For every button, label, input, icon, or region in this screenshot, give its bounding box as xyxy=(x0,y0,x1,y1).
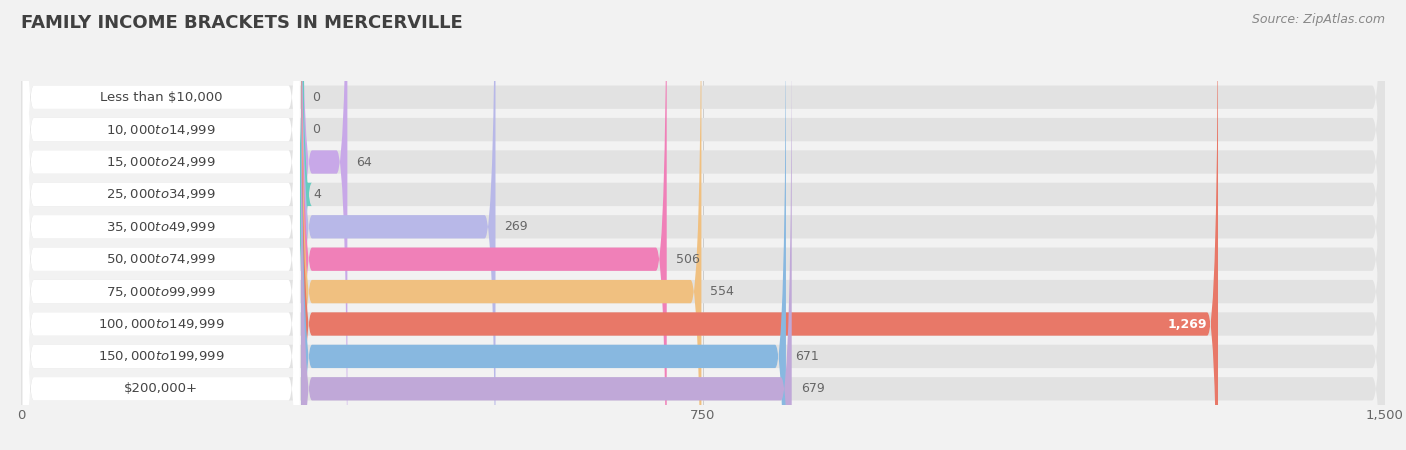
FancyBboxPatch shape xyxy=(292,0,312,450)
Text: $75,000 to $99,999: $75,000 to $99,999 xyxy=(107,284,217,299)
Text: Source: ZipAtlas.com: Source: ZipAtlas.com xyxy=(1251,14,1385,27)
FancyBboxPatch shape xyxy=(21,0,1385,450)
FancyBboxPatch shape xyxy=(21,0,1385,450)
FancyBboxPatch shape xyxy=(21,0,1385,450)
Text: $15,000 to $24,999: $15,000 to $24,999 xyxy=(107,155,217,169)
Text: 1,269: 1,269 xyxy=(1167,318,1208,330)
FancyBboxPatch shape xyxy=(21,0,1385,450)
FancyBboxPatch shape xyxy=(21,0,1385,450)
FancyBboxPatch shape xyxy=(22,0,299,450)
FancyBboxPatch shape xyxy=(301,0,495,450)
Text: 64: 64 xyxy=(357,156,373,168)
FancyBboxPatch shape xyxy=(301,0,702,450)
Text: 0: 0 xyxy=(312,91,321,104)
Text: Less than $10,000: Less than $10,000 xyxy=(100,91,222,104)
Text: 554: 554 xyxy=(710,285,734,298)
Text: 0: 0 xyxy=(312,123,321,136)
Text: $35,000 to $49,999: $35,000 to $49,999 xyxy=(107,220,217,234)
Text: 4: 4 xyxy=(314,188,321,201)
Text: $50,000 to $74,999: $50,000 to $74,999 xyxy=(107,252,217,266)
FancyBboxPatch shape xyxy=(301,0,786,450)
FancyBboxPatch shape xyxy=(22,0,299,450)
FancyBboxPatch shape xyxy=(22,12,299,450)
FancyBboxPatch shape xyxy=(301,0,1218,450)
FancyBboxPatch shape xyxy=(22,0,299,450)
FancyBboxPatch shape xyxy=(21,0,1385,450)
Text: $200,000+: $200,000+ xyxy=(124,382,198,395)
FancyBboxPatch shape xyxy=(301,12,792,450)
FancyBboxPatch shape xyxy=(22,0,299,450)
Text: $150,000 to $199,999: $150,000 to $199,999 xyxy=(98,349,225,364)
FancyBboxPatch shape xyxy=(22,0,299,450)
FancyBboxPatch shape xyxy=(21,0,1385,450)
Text: 671: 671 xyxy=(794,350,818,363)
Text: $25,000 to $34,999: $25,000 to $34,999 xyxy=(107,187,217,202)
FancyBboxPatch shape xyxy=(301,0,347,450)
FancyBboxPatch shape xyxy=(301,0,666,450)
Text: 269: 269 xyxy=(505,220,529,233)
Text: $100,000 to $149,999: $100,000 to $149,999 xyxy=(98,317,225,331)
Text: 506: 506 xyxy=(676,253,700,266)
Text: $10,000 to $14,999: $10,000 to $14,999 xyxy=(107,122,217,137)
Text: FAMILY INCOME BRACKETS IN MERCERVILLE: FAMILY INCOME BRACKETS IN MERCERVILLE xyxy=(21,14,463,32)
FancyBboxPatch shape xyxy=(21,0,1385,450)
Text: 679: 679 xyxy=(801,382,824,395)
FancyBboxPatch shape xyxy=(21,0,1385,450)
FancyBboxPatch shape xyxy=(22,0,299,450)
FancyBboxPatch shape xyxy=(22,0,299,450)
FancyBboxPatch shape xyxy=(21,0,1385,450)
FancyBboxPatch shape xyxy=(22,0,299,450)
FancyBboxPatch shape xyxy=(22,0,299,450)
